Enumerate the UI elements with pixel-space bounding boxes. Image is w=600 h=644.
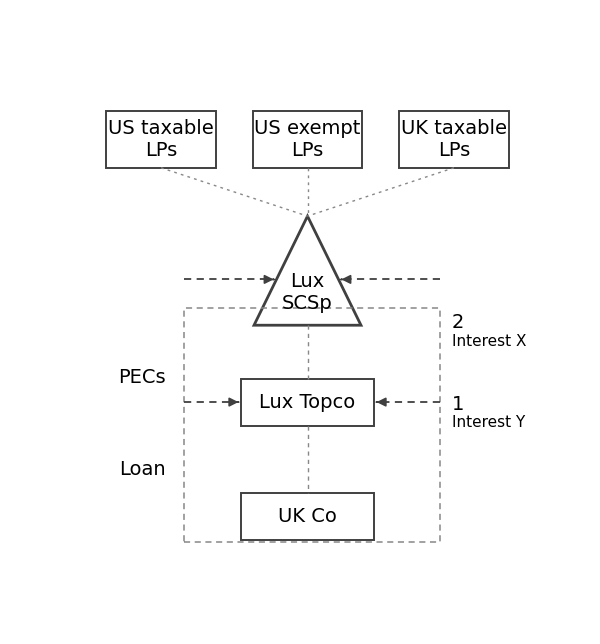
Text: US taxable
LPs: US taxable LPs bbox=[108, 118, 214, 160]
Bar bbox=[184, 308, 440, 542]
Text: 1: 1 bbox=[452, 395, 464, 414]
Bar bbox=[241, 493, 374, 540]
Text: Interest Y: Interest Y bbox=[452, 415, 525, 430]
Text: UK Co: UK Co bbox=[278, 507, 337, 526]
Bar bbox=[241, 379, 374, 426]
Text: Interest X: Interest X bbox=[452, 334, 526, 348]
Bar bbox=[400, 111, 509, 168]
Text: UK taxable
LPs: UK taxable LPs bbox=[401, 118, 507, 160]
Text: Lux Topco: Lux Topco bbox=[259, 393, 356, 412]
Text: PECs: PECs bbox=[118, 368, 166, 387]
Text: Lux
SCSp: Lux SCSp bbox=[282, 272, 333, 314]
Text: Loan: Loan bbox=[119, 460, 166, 478]
Bar bbox=[253, 111, 362, 168]
Text: US exempt
LPs: US exempt LPs bbox=[254, 118, 361, 160]
Text: 2: 2 bbox=[452, 313, 464, 332]
Bar bbox=[106, 111, 215, 168]
